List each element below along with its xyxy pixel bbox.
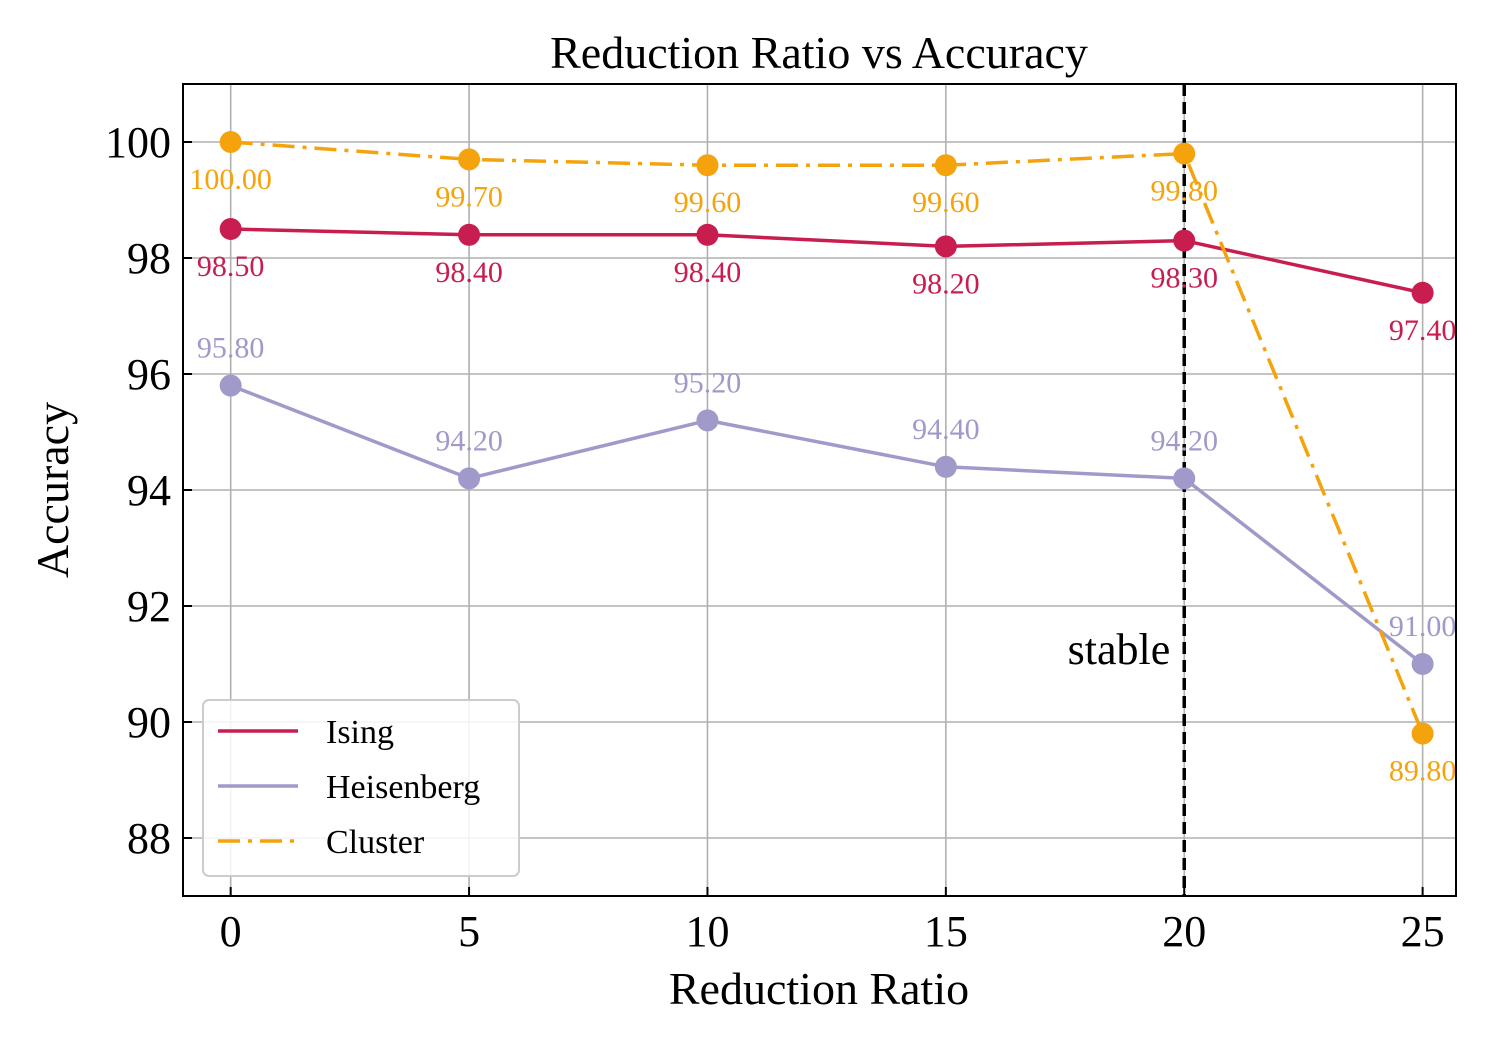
data-label-cluster-10: 99.60 <box>674 186 742 219</box>
point-cluster-25 <box>1411 722 1434 745</box>
data-label-ising-15: 98.20 <box>912 267 980 300</box>
point-ising-15 <box>934 235 957 258</box>
point-ising-25 <box>1411 281 1434 304</box>
series-layer <box>219 131 1434 745</box>
y-tick-label-96: 96 <box>127 350 171 399</box>
point-ising-10 <box>696 223 719 246</box>
data-label-cluster-20: 99.80 <box>1150 175 1218 208</box>
legend-label-cluster: Cluster <box>326 824 425 861</box>
y-tick-label-94: 94 <box>127 466 171 515</box>
data-label-ising-0: 98.50 <box>197 250 265 283</box>
point-cluster-20 <box>1173 142 1196 165</box>
x-axis-label: Reduction Ratio <box>669 963 969 1014</box>
point-heisenberg-10 <box>696 409 719 432</box>
ticks: 0 5 10 15 20 25 88 90 92 94 96 98 100 <box>105 118 1445 956</box>
data-label-ising-20: 98.30 <box>1150 262 1218 295</box>
y-tick-label-90: 90 <box>127 698 171 747</box>
legend-box <box>202 699 520 877</box>
data-label-cluster-25: 89.80 <box>1389 755 1457 788</box>
data-label-heisenberg-20: 94.20 <box>1150 424 1218 457</box>
point-cluster-10 <box>696 154 719 177</box>
point-ising-20 <box>1173 229 1196 252</box>
y-axis-label: Accuracy <box>27 402 78 578</box>
point-heisenberg-0 <box>219 374 242 397</box>
chart-title: Reduction Ratio vs Accuracy <box>550 27 1088 78</box>
vline-layer: stable <box>1068 84 1186 896</box>
data-labels-layer: 98.50 98.40 98.40 98.20 98.30 97.40 95.80 94.20… <box>189 163 1456 788</box>
x-tick-label-25: 25 <box>1401 907 1445 956</box>
data-label-ising-25: 97.40 <box>1389 314 1457 347</box>
legend-label-ising: Ising <box>326 714 394 751</box>
point-heisenberg-20 <box>1173 467 1196 490</box>
data-label-cluster-5: 99.70 <box>435 180 503 213</box>
y-tick-label-100: 100 <box>105 118 171 167</box>
x-tick-label-5: 5 <box>458 907 480 956</box>
point-ising-0 <box>219 218 242 240</box>
y-tick-label-92: 92 <box>127 582 171 631</box>
point-cluster-5 <box>458 148 481 171</box>
point-heisenberg-15 <box>934 455 957 478</box>
data-label-heisenberg-0: 95.80 <box>197 332 265 365</box>
data-label-heisenberg-25: 91.00 <box>1389 610 1457 643</box>
data-label-ising-5: 98.40 <box>435 256 503 289</box>
legend-label-heisenberg: Heisenberg <box>326 769 480 806</box>
point-cluster-0 <box>219 131 242 153</box>
point-heisenberg-25 <box>1411 653 1434 675</box>
data-label-heisenberg-10: 95.20 <box>674 366 742 399</box>
point-ising-5 <box>458 223 481 246</box>
legend: Ising Heisenberg Cluster <box>202 699 520 877</box>
data-label-cluster-0: 100.00 <box>189 163 272 196</box>
series-line-cluster <box>230 140 1425 735</box>
series-line-ising <box>230 227 1423 295</box>
data-label-ising-10: 98.40 <box>674 256 742 289</box>
series-line-heisenberg <box>230 383 1424 666</box>
stable-annotation: stable <box>1068 625 1171 674</box>
x-tick-label-15: 15 <box>924 907 968 956</box>
y-tick-label-98: 98 <box>127 234 171 283</box>
x-tick-label-0: 0 <box>220 907 242 956</box>
data-label-heisenberg-15: 94.40 <box>912 413 980 446</box>
point-heisenberg-5 <box>458 467 481 490</box>
x-tick-label-20: 20 <box>1162 907 1206 956</box>
y-tick-label-88: 88 <box>127 814 171 863</box>
point-cluster-15 <box>934 154 957 177</box>
x-tick-label-10: 10 <box>685 907 729 956</box>
data-label-heisenberg-5: 94.20 <box>435 424 503 457</box>
data-label-cluster-15: 99.60 <box>912 186 980 219</box>
